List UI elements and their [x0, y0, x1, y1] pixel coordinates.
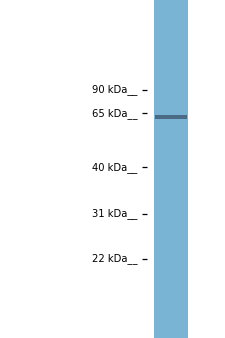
Bar	[155, 115, 187, 119]
Bar	[153, 0, 189, 338]
Text: 40 kDa__: 40 kDa__	[92, 162, 137, 173]
Text: 22 kDa__: 22 kDa__	[92, 253, 137, 264]
Text: 31 kDa__: 31 kDa__	[92, 208, 137, 219]
Text: 65 kDa__: 65 kDa__	[92, 108, 137, 119]
Text: 90 kDa__: 90 kDa__	[92, 84, 137, 95]
